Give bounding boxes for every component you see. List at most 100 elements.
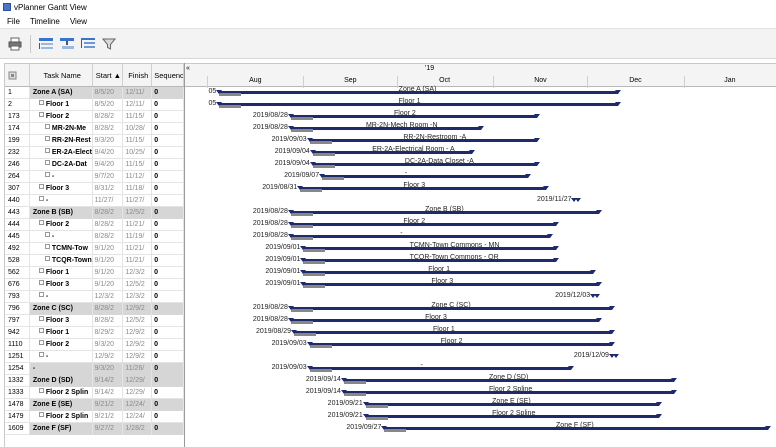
table-row[interactable]: 492 TCMN-Tow 9/1/20 11/21/0 (5, 242, 184, 255)
expand-toggle-icon[interactable] (38, 196, 44, 202)
collapse-timeline-button[interactable]: « (186, 65, 190, 72)
expand-toggle-icon[interactable] (38, 328, 44, 334)
expand-toggle-icon[interactable] (38, 280, 44, 286)
task-bar[interactable] (290, 319, 600, 322)
row-task-name[interactable]: Zone F (SF) (29, 422, 93, 435)
expand-toggle-icon[interactable] (38, 292, 44, 298)
row-task-name[interactable]: ER-2A-Elect (30, 146, 93, 159)
milestone-marker[interactable] (575, 198, 582, 202)
row-task-name[interactable]: TCQR-Town (30, 254, 93, 267)
table-row[interactable]: 942 Floor 1 8/29/2 12/9/2 0 (5, 326, 184, 339)
column-header-sequence[interactable]: Sequence (152, 64, 184, 86)
expand-toggle-icon[interactable] (38, 100, 44, 106)
row-task-name[interactable]: TCMN-Tow (30, 242, 93, 255)
task-bar[interactable] (365, 415, 659, 418)
expand-toggle-icon[interactable] (44, 160, 50, 166)
expand-toggle-icon[interactable] (38, 268, 44, 274)
table-row[interactable]: 1 Zone A (SA) 8/5/20 12/11/0 (5, 86, 184, 99)
task-bar[interactable] (219, 103, 619, 106)
table-row[interactable]: 796 Zone C (SC) 8/28/2 12/9/2 0 (5, 302, 184, 315)
table-row[interactable]: 1478 Zone E (SE) 9/21/2 12/24/0 (5, 398, 184, 411)
row-task-name[interactable]: MR-2N-Me (30, 122, 93, 135)
expand-toggle-icon[interactable] (38, 412, 44, 418)
row-task-name[interactable]: Floor 2 (30, 110, 93, 123)
table-row[interactable]: 1609 Zone F (SF) 9/27/2 1/28/2 0 (5, 422, 184, 435)
expand-toggle-icon[interactable] (44, 148, 50, 154)
row-task-name[interactable]: Floor 3 (30, 278, 93, 291)
task-bar[interactable] (303, 259, 556, 262)
task-bar[interactable] (290, 115, 538, 118)
expand-all-button[interactable] (37, 35, 55, 53)
table-row[interactable]: 199 RR-2N-Rest 9/3/20 11/15/0 (5, 134, 184, 147)
row-task-name[interactable]: - (30, 194, 93, 207)
task-bar[interactable] (312, 163, 538, 166)
expand-toggle-icon[interactable] (44, 136, 50, 142)
table-row[interactable]: 562 Floor 1 9/1/20 12/3/2 0 (5, 266, 184, 279)
table-row[interactable]: 173 Floor 2 8/28/2 11/15/0 (5, 110, 184, 123)
collapse-all-button[interactable] (58, 35, 76, 53)
milestone-marker[interactable] (612, 354, 619, 358)
row-task-name[interactable]: Floor 1 (30, 326, 93, 339)
expand-toggle-icon[interactable] (44, 256, 50, 262)
row-task-name[interactable]: Zone B (SB) (29, 206, 93, 219)
task-bar[interactable] (309, 367, 572, 370)
milestone-marker[interactable] (590, 294, 597, 298)
row-task-name[interactable]: Floor 2 (30, 218, 93, 231)
row-task-name[interactable]: - (30, 170, 93, 183)
table-row[interactable]: 246 DC-2A-Dat 9/4/20 11/15/0 (5, 158, 184, 171)
expand-toggle-icon[interactable] (38, 388, 44, 394)
table-row[interactable]: 1251-12/9/2 12/9/2 0 (5, 350, 184, 363)
row-task-name[interactable]: - (29, 362, 93, 375)
row-task-name[interactable]: Floor 1 (30, 98, 93, 111)
task-bar[interactable] (290, 211, 600, 214)
task-bar[interactable] (290, 127, 481, 130)
expand-toggle-icon[interactable] (44, 244, 50, 250)
column-header-finish[interactable]: Finish (123, 64, 153, 86)
row-task-name[interactable]: Floor 1 (30, 266, 93, 279)
row-task-name[interactable]: RR-2N-Rest (30, 134, 93, 147)
task-bar[interactable] (303, 271, 594, 274)
table-row[interactable]: 440 - 11/27/11/27/0 (5, 194, 184, 207)
task-bar[interactable] (309, 139, 538, 142)
row-task-name[interactable]: - (30, 350, 93, 363)
table-row[interactable]: 443 Zone B (SB) 8/28/2 12/5/2 0 (5, 206, 184, 219)
task-bar[interactable] (322, 175, 528, 178)
table-row[interactable]: 1110 Floor 2 9/3/20 12/9/2 0 (5, 338, 184, 351)
print-button[interactable] (6, 35, 24, 53)
task-bar[interactable] (290, 307, 612, 310)
table-row[interactable]: 1332 Zone D (SD) 9/14/2 12/29/0 (5, 374, 184, 387)
table-row[interactable]: 1254- 9/3/20 11/26/0 (5, 362, 184, 375)
task-bar[interactable] (312, 151, 472, 154)
row-task-name[interactable]: - (30, 290, 93, 303)
milestone-marker[interactable] (594, 294, 601, 298)
table-row[interactable]: 264 - 9/7/20 11/12/0 (5, 170, 184, 183)
expand-toggle-icon[interactable] (38, 220, 44, 226)
milestone-marker[interactable] (608, 354, 615, 358)
task-bar[interactable] (303, 283, 600, 286)
milestone-marker[interactable] (571, 198, 578, 202)
expand-toggle-icon[interactable] (44, 124, 50, 130)
row-task-name[interactable]: Zone A (SA) (29, 86, 93, 99)
expand-toggle-icon[interactable] (38, 316, 44, 322)
table-row[interactable]: 528 TCQR-Town 9/1/20 11/21/0 (5, 254, 184, 267)
table-row[interactable]: 676 Floor 3 9/1/20 12/5/2 0 (5, 278, 184, 291)
table-row[interactable]: 793-12/3/2 12/3/2 0 (5, 290, 184, 303)
table-row[interactable]: 307 Floor 3 8/31/2 11/18/0 (5, 182, 184, 195)
row-task-name[interactable]: Floor 2 (30, 338, 93, 351)
row-task-name[interactable]: Floor 2 Splin (30, 386, 93, 399)
task-bar[interactable] (219, 91, 619, 94)
table-row[interactable]: 232 ER-2A-Elect 9/4/20 10/25/0 (5, 146, 184, 159)
menu-view[interactable]: View (69, 16, 88, 26)
row-task-name[interactable]: Floor 2 Splin (30, 410, 93, 423)
task-bar[interactable] (384, 427, 768, 430)
task-bar[interactable] (303, 247, 556, 250)
task-bar[interactable] (365, 403, 659, 406)
table-row[interactable]: 444 Floor 2 8/28/2 11/21/0 (5, 218, 184, 231)
task-bar[interactable] (294, 331, 612, 334)
table-row[interactable]: 1333 Floor 2 Splin 9/14/2 12/29/0 (5, 386, 184, 399)
task-bar[interactable] (343, 379, 675, 382)
table-row[interactable]: 1479 Floor 2 Splin 9/21/2 12/24/0 (5, 410, 184, 423)
table-row[interactable]: 2 Floor 1 8/5/20 12/11/0 (5, 98, 184, 111)
select-all-header[interactable] (5, 64, 30, 86)
task-bar[interactable] (343, 391, 675, 394)
